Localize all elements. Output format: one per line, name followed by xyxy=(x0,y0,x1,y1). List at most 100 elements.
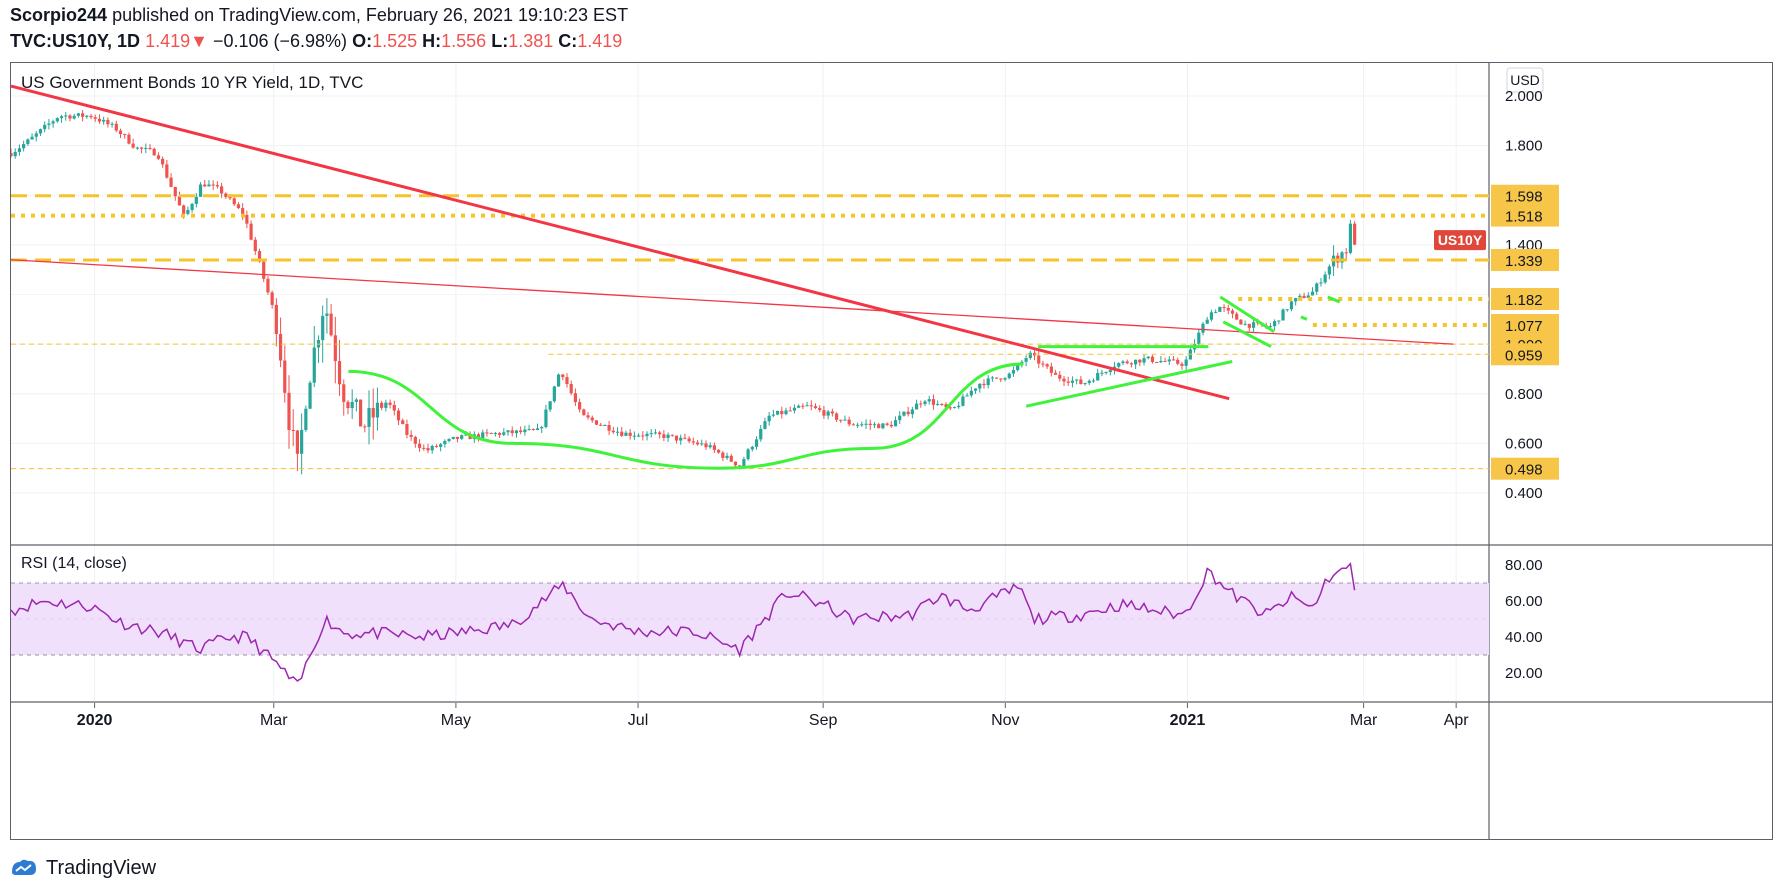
candle-body xyxy=(460,435,464,439)
candle-body xyxy=(607,425,611,431)
candle-body xyxy=(788,410,792,412)
level-badge-1.077 xyxy=(1491,314,1559,337)
candle-body xyxy=(893,420,898,427)
candle-body xyxy=(207,184,211,187)
candle-body xyxy=(497,433,502,435)
candle-body xyxy=(1108,370,1112,373)
candle-body xyxy=(1235,313,1239,320)
candle-body xyxy=(674,435,679,441)
candle-body xyxy=(220,186,224,194)
candle-body xyxy=(47,123,51,125)
chart-title: US Government Bonds 10 YR Yield, 1D, TVC xyxy=(21,73,363,92)
candle-body xyxy=(729,455,733,462)
price-tick-label: 2.000 xyxy=(1505,88,1543,105)
author-name[interactable]: Scorpio244 xyxy=(10,5,108,25)
candle-body xyxy=(278,334,283,361)
candle-body xyxy=(354,399,358,402)
high-value: 1.556 xyxy=(441,31,487,51)
trendlines xyxy=(11,84,1454,401)
candle-body xyxy=(750,446,754,450)
time-tick-label: Apr xyxy=(1444,712,1470,729)
candle-body xyxy=(801,405,805,407)
triangle-line xyxy=(1025,360,1233,408)
candle-body xyxy=(493,433,497,435)
last-price: 1.419 xyxy=(145,31,191,51)
candle-body xyxy=(118,130,123,135)
candle-body xyxy=(329,313,333,336)
candle-body xyxy=(300,429,304,454)
level-badge-1.339 xyxy=(1491,249,1559,272)
time-tick-label: 2020 xyxy=(77,712,113,729)
low-value: 1.381 xyxy=(508,31,554,51)
candle-body xyxy=(367,407,371,427)
chart-canvas[interactable]: US Government Bonds 10 YR Yield, 1D, TVC… xyxy=(11,63,1772,839)
candle-body xyxy=(287,392,291,430)
ohlc-line: TVC:US10Y, 1D 1.419▼ −0.106 (−6.98%) O:1… xyxy=(10,30,622,52)
candle-body xyxy=(1226,307,1230,311)
candle-body xyxy=(169,177,173,187)
candle-body xyxy=(1134,359,1138,365)
candle-body xyxy=(144,147,148,149)
candle-body xyxy=(982,383,986,386)
candle-body xyxy=(523,429,527,433)
candle-body xyxy=(936,403,940,405)
candle-body xyxy=(636,435,641,437)
candle-body xyxy=(565,377,569,384)
candle-body xyxy=(514,430,519,434)
chart-frame[interactable]: US Government Bonds 10 YR Yield, 1D, TVC… xyxy=(10,62,1773,840)
candle-body xyxy=(1045,364,1049,367)
footer-brand[interactable]: TradingView xyxy=(46,856,157,879)
candle-body xyxy=(1176,359,1180,364)
candle-body xyxy=(1268,326,1272,328)
candle-body xyxy=(123,134,127,136)
candle-body xyxy=(1239,319,1243,325)
candle-body xyxy=(813,406,818,409)
candle-body xyxy=(451,436,455,439)
candle-body xyxy=(481,432,485,439)
candle-body xyxy=(1319,282,1323,284)
candle-body xyxy=(944,404,948,408)
candle-body xyxy=(173,186,177,197)
candle-body xyxy=(860,424,864,426)
candle-body xyxy=(603,425,607,427)
candle-body xyxy=(1285,309,1289,311)
level-badge-text: 1.518 xyxy=(1505,209,1543,226)
candle-body xyxy=(856,424,860,426)
candle-body xyxy=(270,292,274,305)
candle-body xyxy=(717,449,721,453)
candle-body xyxy=(26,139,30,145)
candle-body xyxy=(683,437,687,439)
candle-body xyxy=(556,374,561,387)
price-tick-label: 0.800 xyxy=(1505,386,1543,403)
candle-body xyxy=(106,119,110,125)
candle-body xyxy=(510,430,514,434)
last-price-tag xyxy=(1434,230,1486,251)
candle-body xyxy=(266,278,270,293)
candle-body xyxy=(485,432,489,434)
candle-body xyxy=(1247,323,1251,328)
candle-body xyxy=(85,115,89,117)
candle-body xyxy=(615,431,620,433)
level-badge-text: 0.959 xyxy=(1505,347,1543,364)
candle-body xyxy=(443,441,447,445)
candle-body xyxy=(561,374,565,378)
candle-body xyxy=(653,432,658,434)
tradingview-logo-icon[interactable] xyxy=(10,858,38,878)
candle-body xyxy=(818,408,822,411)
candle-body xyxy=(401,420,405,425)
time-tick-label: Nov xyxy=(991,712,1019,729)
candle-body xyxy=(257,251,262,262)
candle-body xyxy=(1037,355,1041,364)
candle-body xyxy=(877,424,881,429)
candle-body xyxy=(211,184,215,186)
candle-body xyxy=(889,424,893,427)
level-badge-text: 1.077 xyxy=(1505,318,1543,335)
candle-body xyxy=(363,426,367,428)
candle-body xyxy=(325,313,329,316)
candle-body xyxy=(864,423,868,425)
candle-body xyxy=(224,193,228,197)
candle-body xyxy=(620,431,624,436)
low-label: L: xyxy=(491,31,509,51)
candle-body xyxy=(1091,380,1096,382)
candle-body xyxy=(1125,361,1129,364)
